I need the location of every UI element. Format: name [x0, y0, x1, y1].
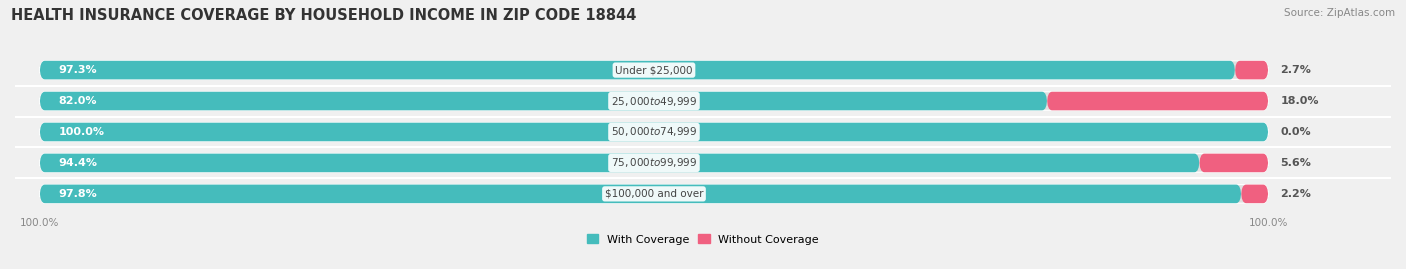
FancyBboxPatch shape — [39, 185, 1268, 203]
FancyBboxPatch shape — [1234, 61, 1268, 79]
Text: 82.0%: 82.0% — [58, 96, 97, 106]
Text: 18.0%: 18.0% — [1281, 96, 1319, 106]
Text: $50,000 to $74,999: $50,000 to $74,999 — [610, 125, 697, 139]
Text: 2.2%: 2.2% — [1281, 189, 1312, 199]
Text: Under $25,000: Under $25,000 — [616, 65, 693, 75]
Text: 94.4%: 94.4% — [58, 158, 97, 168]
FancyBboxPatch shape — [39, 92, 1268, 110]
Text: 5.6%: 5.6% — [1281, 158, 1312, 168]
FancyBboxPatch shape — [39, 123, 1268, 141]
Legend: With Coverage, Without Coverage: With Coverage, Without Coverage — [588, 234, 820, 245]
Text: 97.8%: 97.8% — [58, 189, 97, 199]
FancyBboxPatch shape — [1047, 92, 1268, 110]
FancyBboxPatch shape — [39, 92, 1047, 110]
FancyBboxPatch shape — [39, 154, 1268, 172]
FancyBboxPatch shape — [39, 185, 1241, 203]
Text: $25,000 to $49,999: $25,000 to $49,999 — [610, 94, 697, 108]
Text: HEALTH INSURANCE COVERAGE BY HOUSEHOLD INCOME IN ZIP CODE 18844: HEALTH INSURANCE COVERAGE BY HOUSEHOLD I… — [11, 8, 637, 23]
FancyBboxPatch shape — [39, 61, 1234, 79]
FancyBboxPatch shape — [39, 61, 1268, 79]
FancyBboxPatch shape — [1199, 154, 1268, 172]
FancyBboxPatch shape — [39, 154, 1199, 172]
FancyBboxPatch shape — [1241, 185, 1268, 203]
Text: 2.7%: 2.7% — [1281, 65, 1312, 75]
FancyBboxPatch shape — [39, 123, 1268, 141]
Text: $75,000 to $99,999: $75,000 to $99,999 — [610, 157, 697, 169]
Text: Source: ZipAtlas.com: Source: ZipAtlas.com — [1284, 8, 1395, 18]
Text: 0.0%: 0.0% — [1281, 127, 1310, 137]
Text: $100,000 and over: $100,000 and over — [605, 189, 703, 199]
Text: 97.3%: 97.3% — [58, 65, 97, 75]
Text: 100.0%: 100.0% — [58, 127, 104, 137]
